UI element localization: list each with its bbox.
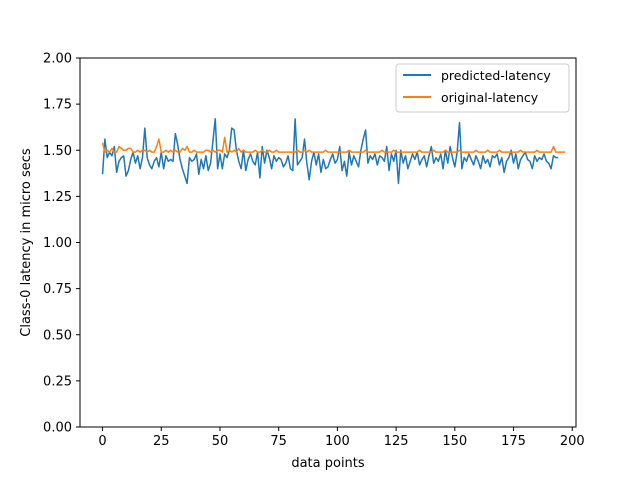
series-line-predicted-latency xyxy=(101,118,559,185)
x-axis-label: data points xyxy=(291,456,365,471)
legend-label-predicted-latency: predicted-latency xyxy=(441,68,551,83)
y-tick-label: 1.50 xyxy=(43,144,72,159)
plot-area xyxy=(101,118,566,185)
y-tick-label: 1.25 xyxy=(43,190,72,205)
legend-label-original-latency: original-latency xyxy=(441,90,539,105)
x-tick-label: 125 xyxy=(384,434,409,449)
legend: predicted-latency original-latency xyxy=(395,63,570,113)
axes-frame xyxy=(79,57,577,428)
x-axis: 0 25 50 75 100 125 150 175 200 xyxy=(98,427,585,449)
x-tick-label: 175 xyxy=(501,434,526,449)
y-tick-label: 0.00 xyxy=(43,421,72,436)
y-axis: 0.00 0.25 0.50 0.75 1.00 1.25 1.50 1.75 2.00 xyxy=(43,52,80,436)
y-tick-label: 1.75 xyxy=(43,98,72,113)
x-tick-label: 200 xyxy=(560,434,585,449)
x-tick-label: 100 xyxy=(325,434,350,449)
y-tick-label: 0.50 xyxy=(43,328,72,343)
y-tick-label: 1.00 xyxy=(43,236,72,251)
x-tick-label: 0 xyxy=(98,434,106,449)
y-tick-label: 2.00 xyxy=(43,52,72,67)
series-line-original-latency xyxy=(101,136,566,153)
y-axis-label: Class-0 latency in micro secs xyxy=(19,148,34,337)
y-tick-label: 0.75 xyxy=(43,282,72,297)
legend-box xyxy=(395,63,570,113)
x-tick-label: 75 xyxy=(270,434,287,449)
x-tick-label: 150 xyxy=(442,434,467,449)
x-tick-label: 25 xyxy=(153,434,170,449)
x-tick-label: 50 xyxy=(212,434,229,449)
y-tick-label: 0.25 xyxy=(43,374,72,389)
